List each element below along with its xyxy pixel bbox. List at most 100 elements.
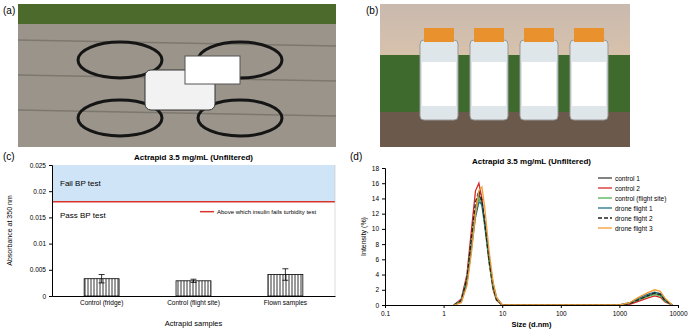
photo-vial [520,40,558,120]
y-tick: 0.015 [30,214,52,221]
legend-swatch [598,197,612,198]
plot-area [454,183,672,305]
y-tick: 12 [372,210,385,217]
y-axis: 00.0050.010.0150.020.025 [30,162,53,300]
error-bar [99,275,105,283]
legend-swatch [598,207,612,208]
y-tick: 14 [372,195,385,202]
photo-vial [570,40,608,120]
x-tick: 1 [442,305,446,317]
x-axis-line [53,296,336,297]
x-tick-mark [502,305,503,308]
series-line [454,202,672,305]
x-tick: 0.1 [381,305,390,317]
y-tick-mark [382,305,385,306]
x-tick-label: Control (flight site) [167,299,220,307]
y-tick: 0.025 [30,162,52,169]
y-tick-label: 16 [372,180,380,187]
figure: (a)(b)(c)(d)00.0050.010.0150.020.025Cont… [0,0,689,332]
region-label: Pass BP test [60,211,106,220]
y-tick-label: 0.025 [30,162,47,169]
threshold-line [52,201,335,203]
series-line [454,191,672,305]
y-tick: 2 [375,286,385,293]
photo-paving-joint [18,110,336,116]
x-tick: 1000 [613,305,628,317]
y-tick-mark [49,244,52,245]
legend: control 1control 2control (flight site)d… [598,175,666,233]
chart-d: 0246810121416180.1110100100010000Actrapi… [360,157,688,329]
y-tick: 16 [372,180,385,187]
legend-label: control 1 [615,175,640,182]
x-tick-mark [678,305,679,308]
y-tick-label: 0 [375,302,379,309]
y-tick-mark [49,270,52,271]
series-line [454,195,672,305]
y-axis-line [49,166,53,297]
photo-vial-label [522,62,556,106]
threshold-legend-line [200,211,214,213]
y-tick-mark [382,275,385,276]
panel-label: (b) [366,5,378,16]
x-tick: 100 [556,305,567,317]
region-label: Fail BP test [60,179,102,188]
x-tick: 10000 [669,305,687,317]
y-tick: 0 [375,302,385,309]
y-tick-label: 0.015 [30,214,47,221]
photo-vial-label [422,62,456,106]
y-tick-label: 2 [375,286,379,293]
chart-title: Actrapid 3.5 mg/mL (Unfiltered) [472,157,591,166]
photo-vial [420,40,458,120]
plot-area [52,165,335,296]
y-tick-label: 8 [375,241,379,248]
bar [176,281,211,296]
photo-vial-label [472,62,506,106]
photo-vial-label [572,62,606,106]
photo-background [18,4,336,147]
x-tick-label: 1000 [613,310,628,317]
x-tick-mark [561,305,562,308]
x-tick-label: 100 [556,310,567,317]
photo-drone-box [185,56,240,84]
y-tick-mark [49,191,52,192]
y-axis-title: Absorbance at 350 nm [6,195,13,266]
photo-vial-cap [424,28,454,42]
x-tick: Flown samples [264,296,308,307]
photo-vial-cap [574,28,604,42]
legend-label: drone flight 2 [615,215,653,223]
y-tick-label: 10 [372,225,380,232]
chart-c: 00.0050.010.0150.020.025Control (fridge)… [6,153,336,328]
x-tick-label: 0.1 [381,310,390,317]
x-tick: Control (flight site) [167,296,220,307]
error-bar [282,269,288,281]
x-tick-label: Flown samples [264,299,308,307]
x-tick: Control (fridge) [80,296,123,307]
x-axis: Control (fridge) Control (flight site) Flo… [53,296,336,307]
y-tick: 0 [42,293,52,300]
y-tick-label: 4 [375,271,379,278]
y-axis-line [382,169,386,306]
panel-label: (c) [3,151,15,162]
photo-vial [470,40,508,120]
series-line [454,183,672,305]
y-tick-label: 0.01 [33,240,46,247]
legend-swatch [598,227,612,228]
series-line [454,187,672,305]
series-line [454,198,672,305]
y-tick-mark [49,217,52,218]
y-tick-mark [382,168,385,169]
y-tick-mark [382,229,385,230]
x-tick-label: 10000 [669,310,687,317]
x-tick-mark [444,305,445,308]
y-tick-mark [49,296,52,297]
y-tick: 8 [375,241,385,248]
photo-vials [380,4,630,147]
y-tick-mark [382,183,385,184]
photo-field [380,55,630,115]
y-tick-mark [382,259,385,260]
y-tick-label: 12 [372,210,380,217]
y-tick-mark [382,214,385,215]
x-tick: 10 [499,305,507,317]
x-tick-label: Control (fridge) [80,299,123,307]
y-tick-label: 6 [375,256,379,263]
